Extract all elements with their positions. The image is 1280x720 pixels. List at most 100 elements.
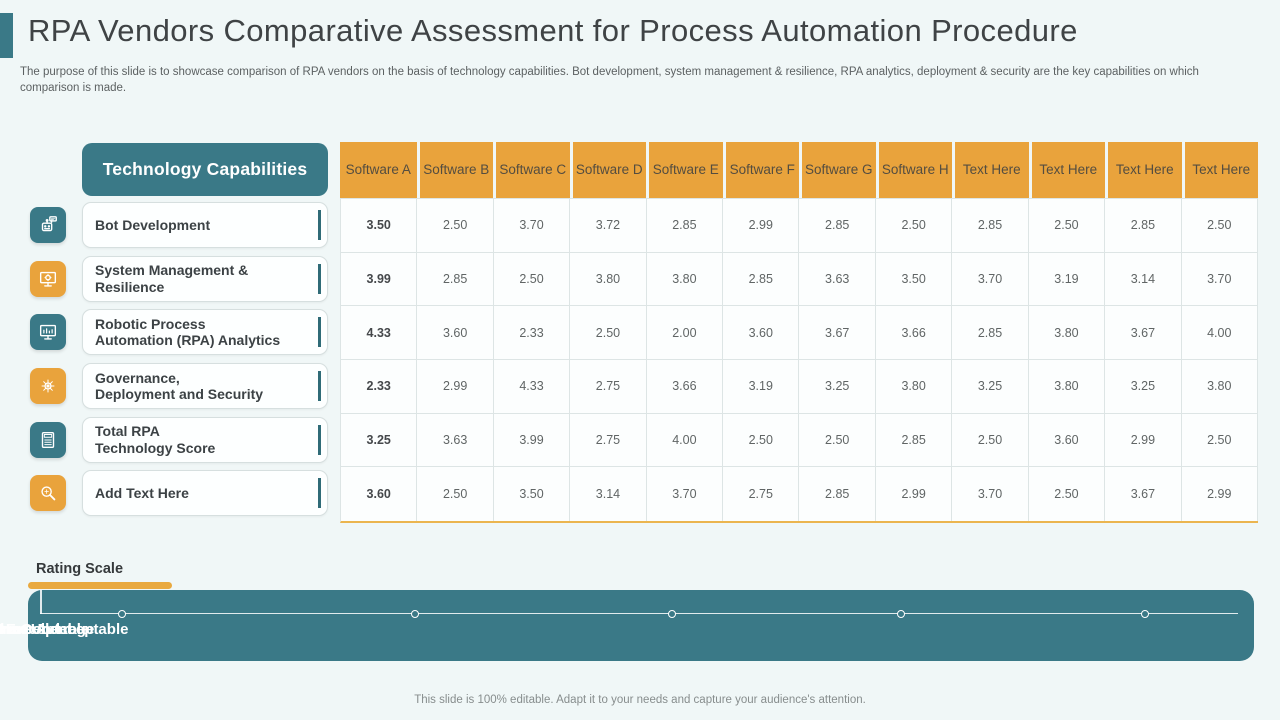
- label-tick: [318, 317, 321, 348]
- table-cell: 3.25: [799, 359, 876, 414]
- rating-scale-banner: 1 – Unacceptable2 – Less Than Unacceptab…: [0, 590, 1254, 661]
- label-tick: [318, 209, 321, 240]
- table-cell: 3.80: [1028, 359, 1106, 414]
- search-icon: [30, 475, 66, 512]
- capabilities-header: Technology Capabilities: [82, 143, 328, 196]
- table-cell: 3.50: [341, 199, 418, 253]
- table-cell: 3.70: [1181, 252, 1258, 307]
- table-cell: 3.67: [799, 306, 876, 360]
- table-cell: 2.85: [875, 413, 953, 468]
- scale-marker-icon: [118, 609, 127, 618]
- capability-label: Robotic Process Automation (RPA) Analyti…: [95, 316, 281, 349]
- table-column-header: Software C: [493, 142, 570, 198]
- table-cell: 3.67: [1105, 306, 1182, 360]
- capability-row: Robotic Process Automation (RPA) Analyti…: [28, 305, 328, 359]
- table-cell: 2.85: [723, 252, 800, 307]
- table-header-row: Software A Software B Software C Software D…: [340, 142, 1258, 198]
- capability-row: Governance, Deployment and Security: [28, 359, 328, 413]
- table-cell: 4.33: [341, 306, 418, 360]
- capability-label: Bot Development: [95, 216, 211, 233]
- table-cell: 2.99: [1105, 413, 1182, 468]
- table-cell: 3.14: [570, 467, 647, 521]
- rating-scale-label: 3 – Good: [0, 621, 61, 638]
- analytics-monitor-icon: [30, 314, 66, 351]
- capability-label-box: Bot Development: [82, 201, 328, 248]
- capability-label: Total RPA Technology Score: [95, 423, 216, 456]
- table-cell: 2.75: [570, 413, 647, 468]
- table-cell: 2.50: [799, 413, 876, 468]
- label-tick: [318, 478, 321, 509]
- table-cell: 3.25: [341, 413, 418, 468]
- table-cell: 3.50: [493, 467, 571, 521]
- footer-note: This slide is 100% editable. Adapt it to…: [414, 694, 866, 706]
- capability-label-box: Add Text Here: [82, 470, 328, 517]
- scale-timeline: [40, 613, 1238, 614]
- table-cell: 3.80: [875, 359, 953, 414]
- capability-label-box: Total RPA Technology Score: [82, 416, 328, 463]
- rating-scale-title: Rating Scale: [36, 561, 124, 577]
- capability-row: Add Text Here: [28, 466, 328, 520]
- slide-subtitle: The purpose of this slide is to showcase…: [20, 66, 1199, 95]
- table-column-header: Software B: [416, 142, 493, 198]
- calculator-icon: [30, 421, 66, 458]
- table-cell: 3.80: [646, 252, 724, 307]
- label-tick: [318, 370, 321, 401]
- capabilities-list: Bot Development System Management & Resil…: [28, 198, 328, 520]
- table-cell: 3.70: [952, 252, 1029, 307]
- table-cell: 2.75: [570, 359, 647, 414]
- scale-start-line: [40, 590, 42, 614]
- table-column-header: Software F: [722, 142, 799, 198]
- table-cell: 2.85: [952, 306, 1029, 360]
- capability-label-box: Governance, Deployment and Security: [82, 362, 328, 409]
- table-cell: 2.33: [341, 359, 418, 414]
- table-cell: 2.50: [1028, 467, 1106, 521]
- table-column-header: Text Here: [1181, 142, 1258, 198]
- table-cell: 4.00: [1181, 306, 1258, 360]
- scale-marker-icon: [1140, 609, 1149, 618]
- table-cell: 3.25: [1105, 359, 1182, 414]
- table-cell: 2.50: [1181, 413, 1258, 468]
- capability-label-box: Robotic Process Automation (RPA) Analyti…: [82, 309, 328, 356]
- table-cell: 4.00: [646, 413, 724, 468]
- table-cell: 2.50: [1028, 199, 1106, 253]
- capability-label: Governance, Deployment and Security: [95, 369, 264, 402]
- table-cell: 3.66: [646, 359, 724, 414]
- table-column-header: Text Here: [1105, 142, 1182, 198]
- table-cell: 2.99: [1181, 467, 1258, 521]
- label-tick: [318, 263, 321, 294]
- table-column-header: Text Here: [952, 142, 1029, 198]
- page-title: RPA Vendors Comparative Assessment for P…: [28, 13, 1078, 48]
- table-column-header: Text Here: [1028, 142, 1105, 198]
- rating-scale-label: 5 - Excellent: [0, 621, 72, 638]
- table-cell: 3.19: [723, 359, 800, 414]
- gear-network-icon: [30, 367, 66, 404]
- table-cell: 2.50: [1181, 199, 1258, 253]
- table-cell: 2.00: [646, 306, 724, 360]
- table-column-header: Software D: [569, 142, 646, 198]
- title-accent-bar: [0, 13, 13, 58]
- table-cell: 3.70: [952, 467, 1029, 521]
- table-cell: 2.50: [723, 413, 800, 468]
- table-cell: 3.99: [493, 413, 571, 468]
- table-cell: 2.50: [417, 199, 494, 253]
- table-cell: 2.85: [417, 252, 494, 307]
- table-cell: 3.60: [1028, 413, 1106, 468]
- rating-scale-label: 4 – Above Average: [0, 621, 95, 638]
- table-cell: 2.50: [570, 306, 647, 360]
- table-cell: 2.75: [723, 467, 800, 521]
- table-cell: 3.99: [341, 252, 418, 307]
- table-cell: 3.19: [1028, 252, 1106, 307]
- rating-scale-label: 1 – Unacceptable: [0, 621, 90, 638]
- label-tick: [318, 424, 321, 455]
- scale-marker-icon: [411, 609, 420, 618]
- table-cell: 2.85: [1105, 199, 1182, 253]
- table-cell: 3.66: [875, 306, 953, 360]
- scale-marker-icon: [667, 609, 676, 618]
- capability-row: Total RPA Technology Score: [28, 413, 328, 467]
- monitor-gear-icon: [30, 260, 66, 297]
- rating-scale-underline: [28, 582, 172, 589]
- table-cell: 2.99: [875, 467, 953, 521]
- table-column-header: Software A: [340, 142, 417, 198]
- table-cell: 3.80: [1181, 359, 1258, 414]
- table-cell: 3.80: [1028, 306, 1106, 360]
